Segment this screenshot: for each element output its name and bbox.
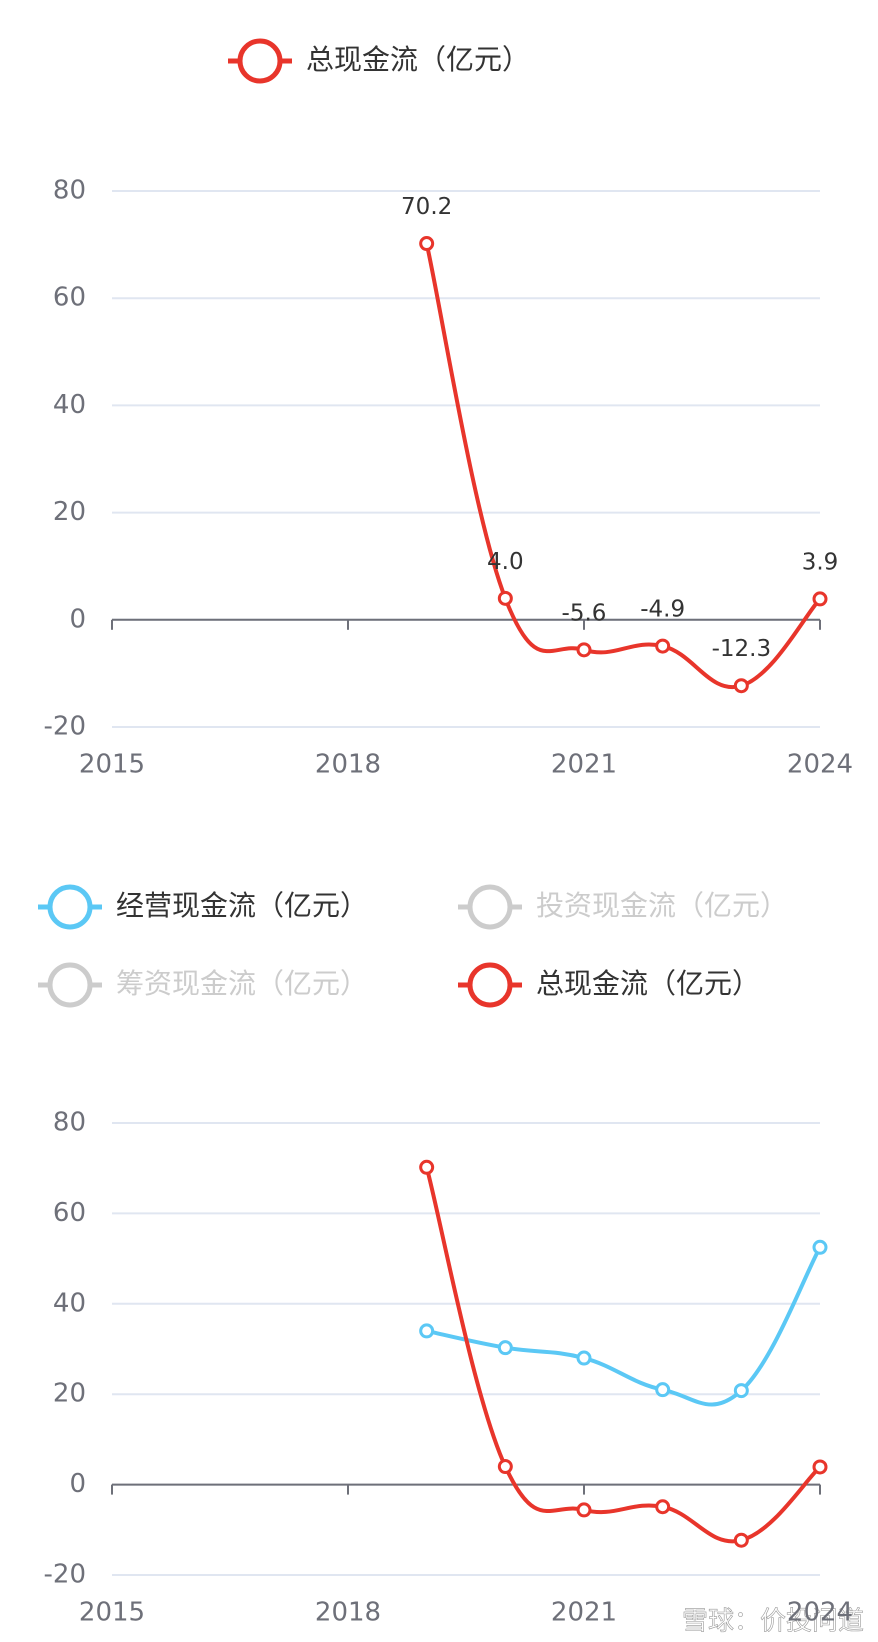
data-label: -5.6 [562, 600, 607, 626]
y-tick-label: 0 [69, 1469, 86, 1499]
point [655, 638, 671, 654]
data-label: 3.9 [802, 549, 839, 575]
legend-marker [47, 962, 93, 1008]
y-tick-label: 40 [53, 1288, 86, 1318]
point [812, 1239, 828, 1255]
point [733, 1532, 749, 1548]
data-label: -12.3 [712, 636, 772, 662]
x-tick-label: 2018 [315, 750, 381, 780]
point [576, 642, 592, 658]
y-tick-label: 40 [53, 390, 86, 420]
point [419, 1159, 435, 1175]
y-tick-label: 60 [53, 1198, 86, 1228]
point [812, 1459, 828, 1475]
legend-marker [47, 884, 93, 930]
y-tick-label: -20 [44, 712, 86, 742]
data-label: 70.2 [401, 194, 452, 220]
y-tick-label: 0 [69, 604, 86, 634]
x-tick-label: 2024 [787, 750, 853, 780]
data-label: -4.9 [640, 597, 685, 623]
legend-marker [237, 38, 283, 84]
data-label: 4.0 [487, 549, 524, 575]
point [419, 236, 435, 252]
legend-label: 投资现金流（亿元） [536, 889, 788, 922]
point [655, 1382, 671, 1398]
point [419, 1323, 435, 1339]
y-tick-label: 20 [53, 497, 86, 527]
x-tick-label: 2021 [551, 1598, 617, 1628]
y-tick-label: 60 [53, 283, 86, 313]
point [655, 1499, 671, 1515]
x-tick-label: 2015 [79, 750, 145, 780]
point [497, 1459, 513, 1475]
point [733, 678, 749, 694]
y-tick-label: 80 [53, 176, 86, 206]
legend-label: 筹资现金流（亿元） [116, 967, 368, 1000]
point [497, 1340, 513, 1356]
x-tick-label: 2015 [79, 1598, 145, 1628]
y-tick-label: -20 [44, 1560, 86, 1590]
x-tick-label: 2021 [551, 750, 617, 780]
legend-marker [467, 884, 513, 930]
x-tick-label: 2024 [787, 1598, 853, 1628]
legend-marker [467, 962, 513, 1008]
x-tick-label: 2018 [315, 1598, 381, 1628]
point [733, 1383, 749, 1399]
point [812, 591, 828, 607]
line [426, 1246, 822, 1407]
point [576, 1350, 592, 1366]
legend-label: 总现金流（亿元） [536, 967, 760, 1000]
watermark: 雪球：价投问道 [682, 1607, 864, 1637]
legend-label: 经营现金流（亿元） [116, 889, 368, 922]
y-tick-label: 20 [53, 1379, 86, 1409]
point [576, 1502, 592, 1518]
legend-label: 总现金流（亿元） [306, 43, 530, 76]
point [497, 590, 513, 606]
y-tick-label: 80 [53, 1108, 86, 1138]
